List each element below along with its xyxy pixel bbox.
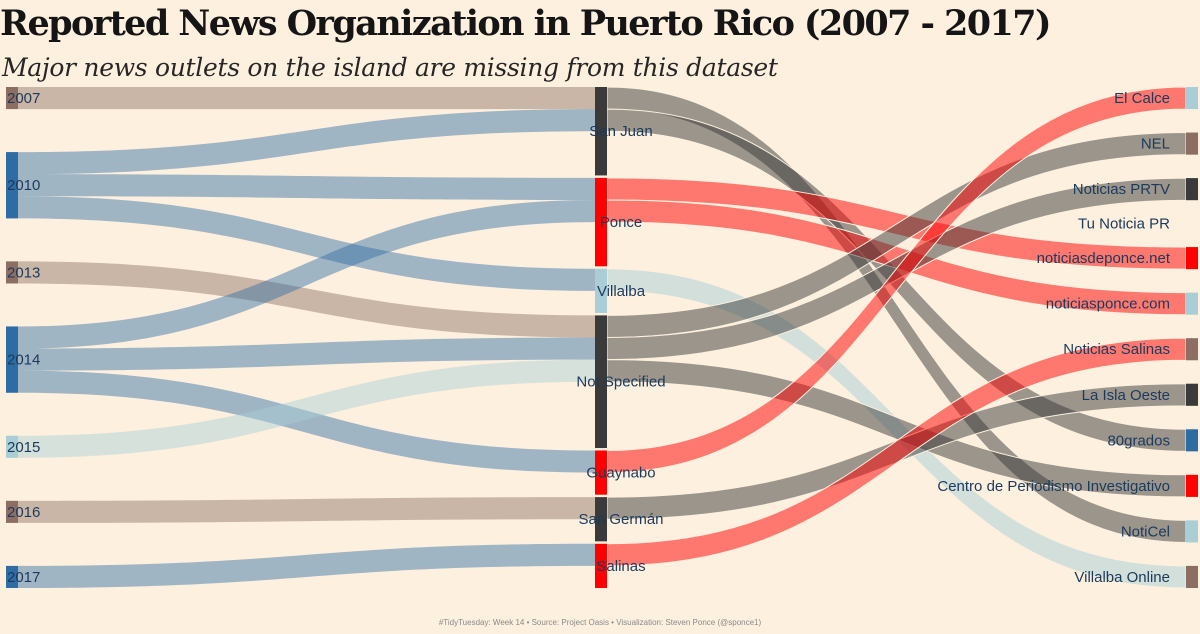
outlet-node-noticel	[1186, 520, 1198, 543]
outlet-node-noticias-prtv	[1186, 178, 1198, 201]
chart-caption: #TidyTuesday: Week 14 • Source: Project …	[438, 618, 762, 627]
outlet-node-la-isla-oeste	[1186, 383, 1198, 406]
flow-links	[18, 86, 1187, 589]
year-node-2007	[6, 87, 18, 110]
link-2014-to-guaynabo	[18, 370, 595, 473]
node-labels: 2007 2010 2013 2014 2015 2016 2017 San Juan Ponc…	[7, 90, 1171, 586]
year-node-2015	[6, 435, 18, 458]
link-salinas-to-noticias-salinas	[606, 337, 1187, 567]
outlet-label-villalba-online: Villalba Online	[1074, 569, 1170, 586]
city-label-ponce: Ponce	[600, 214, 643, 231]
city-node-villalba	[595, 268, 607, 313]
sankey-nodes	[6, 87, 1198, 588]
outlet-node-80grados	[1186, 429, 1198, 452]
year-node-2013	[6, 261, 18, 284]
outlet-node-villalba-online	[1186, 565, 1198, 588]
outlet-node-noticiasdeponce-net	[1186, 247, 1198, 270]
link-2017-to-salinas	[18, 543, 595, 588]
year-label-2015: 2015	[7, 439, 40, 456]
link-2015-to-not-specified	[18, 359, 595, 458]
year-node-2014	[6, 326, 18, 393]
link-not-specified-to-nel	[606, 132, 1187, 339]
city-label-not-specified: Not Specified	[576, 374, 665, 391]
outlet-label-noticel: NotiCel	[1121, 523, 1170, 540]
city-label-guaynabo: Guaynabo	[586, 465, 655, 482]
outlet-node-nel	[1186, 132, 1198, 155]
outlet-label-noticiasdeponce-net: noticiasdeponce.net	[1037, 250, 1171, 267]
outlet-label-el-calce: El Calce	[1114, 90, 1170, 107]
year-node-2010	[6, 152, 18, 219]
link-2016-to-san-german	[18, 497, 595, 523]
year-label-2013: 2013	[7, 264, 40, 281]
year-label-2007: 2007	[7, 90, 40, 107]
outlet-node-centro-de-periodismo-investigativo	[1186, 474, 1198, 497]
outlet-label-noticiasponce-com: noticiasponce.com	[1046, 296, 1170, 313]
city-node-ponce	[595, 177, 607, 267]
link-2010-to-ponce	[18, 174, 595, 200]
outlet-label-tu-noticia-pr: Tu Noticia PR	[1078, 216, 1170, 233]
city-node-not-specified	[595, 315, 607, 449]
city-label-villalba: Villalba	[597, 283, 646, 300]
link-2014-to-not-specified	[18, 337, 595, 371]
outlet-label-noticias-prtv: Noticias PRTV	[1073, 181, 1170, 198]
outlet-label-noticias-salinas: Noticias Salinas	[1063, 341, 1170, 358]
city-node-san-german	[595, 497, 607, 542]
outlet-node-noticias-salinas	[1186, 338, 1198, 361]
outlet-node-el-calce	[1186, 87, 1198, 110]
link-2010-to-villalba	[18, 196, 595, 291]
year-label-2017: 2017	[7, 569, 40, 586]
year-label-2014: 2014	[7, 352, 40, 369]
outlet-label-la-isla-oeste: La Isla Oeste	[1082, 387, 1170, 404]
link-2010-to-san-juan	[18, 109, 595, 175]
chart-subtitle: Major news outlets on the island are mis…	[2, 53, 778, 82]
city-label-san-juan: San Juan	[589, 123, 652, 140]
year-node-2017	[6, 565, 18, 588]
outlet-label-nel: NEL	[1141, 136, 1170, 153]
year-node-2016	[6, 500, 18, 523]
city-label-salinas: Salinas	[596, 558, 645, 575]
city-label-san-german: San Germán	[578, 511, 663, 528]
link-2014-to-ponce	[18, 199, 595, 349]
outlet-label-80grados: 80grados	[1107, 432, 1170, 449]
chart-title: Reported News Organization in Puerto Ric…	[0, 3, 1052, 44]
outlet-label-centro-de-periodismo-investigativo: Centro de Periodismo Investigativo	[937, 478, 1170, 495]
link-2013-to-not-specified	[18, 261, 595, 338]
outlet-node-noticiasponce-com	[1186, 292, 1198, 315]
year-label-2010: 2010	[7, 177, 40, 194]
year-label-2016: 2016	[7, 504, 40, 521]
city-node-san-juan	[595, 87, 607, 176]
city-node-guaynabo	[595, 450, 607, 495]
city-node-salinas	[595, 543, 607, 588]
link-2007-to-san-juan	[18, 87, 595, 110]
